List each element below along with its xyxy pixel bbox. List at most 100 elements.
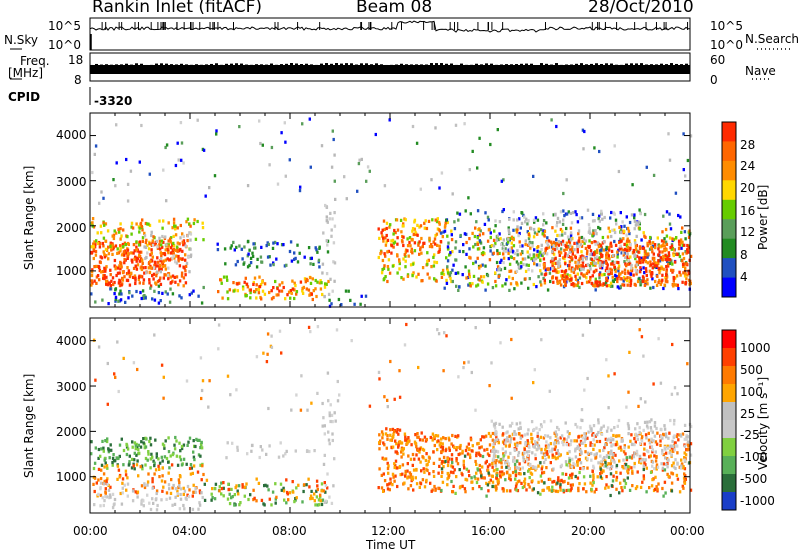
power-cell (577, 281, 580, 285)
velocity-cell (570, 486, 573, 490)
velocity-cell (264, 483, 267, 487)
velocity-cell (496, 467, 499, 472)
power-cell (512, 218, 515, 222)
power-cell (151, 243, 155, 247)
velocity-cell (585, 490, 588, 494)
power-cell (425, 226, 429, 231)
power-cell (664, 240, 668, 244)
power-cell (537, 245, 540, 249)
velocity-cell (128, 460, 131, 464)
power-cell (168, 237, 172, 241)
velocity-cell (614, 453, 617, 457)
velocity-cell (536, 431, 539, 435)
velocity-cell (623, 446, 626, 450)
power-cell (666, 255, 669, 260)
power-cell (167, 221, 170, 225)
velocity-cell (566, 464, 570, 468)
power-cell (295, 292, 298, 296)
power-cell (570, 282, 573, 287)
freq-band-noise (295, 63, 298, 66)
power-cell (174, 248, 177, 252)
velocity-cell (190, 466, 193, 470)
velocity-cell (327, 430, 330, 434)
velocity-cell (149, 507, 153, 512)
power-cell (611, 275, 614, 279)
power-cell (276, 182, 280, 186)
power-cell (178, 242, 181, 246)
velocity-cell (141, 467, 144, 471)
power-cell (119, 289, 122, 293)
velocity-cell (515, 488, 518, 492)
power-colorbar-segment (722, 160, 736, 181)
power-cell (396, 236, 399, 240)
velocity-cell (483, 435, 486, 439)
power-cell (677, 287, 680, 291)
power-cell (569, 278, 572, 282)
velocity-cell (673, 448, 676, 452)
velocity-cell (434, 434, 437, 438)
velocity-cell (681, 432, 685, 436)
power-cell (549, 279, 552, 284)
power-cell (268, 163, 271, 167)
power-cell (265, 244, 268, 248)
power-cell (93, 152, 96, 156)
power-cell (172, 254, 176, 258)
velocity-cell (469, 438, 473, 442)
power-cell (280, 131, 283, 135)
velocity-cell (378, 441, 381, 445)
velocity-cell (582, 475, 586, 479)
velocity-cell (559, 436, 562, 440)
power-cell (113, 258, 117, 263)
velocity-cell (324, 484, 328, 488)
velocity-cell (322, 489, 325, 493)
velocity-cell (316, 503, 319, 507)
velocity-cell (450, 479, 453, 484)
velocity-cell (155, 452, 158, 456)
velocity-cell (429, 435, 432, 440)
velocity-cell (653, 487, 657, 491)
velocity-cell (330, 413, 334, 417)
velocity-cell (493, 426, 497, 430)
velocity-cell (412, 488, 415, 492)
velocity-cell (654, 475, 657, 479)
freq-band-noise (190, 64, 193, 67)
power-cell (564, 269, 568, 273)
power-cell (94, 300, 97, 304)
velocity-cell (549, 461, 552, 465)
power-cell (558, 264, 562, 268)
velocity-cell (575, 439, 579, 443)
power-cell (417, 272, 420, 276)
power-cell (196, 219, 199, 224)
power-cell (639, 283, 642, 287)
power-cell (542, 263, 546, 267)
velocity-cell (386, 437, 389, 441)
xtick-1: 04:00 (172, 524, 207, 538)
power-cell (301, 286, 304, 291)
power-cell (598, 149, 601, 154)
velocity-cell (151, 455, 154, 459)
power-cell (386, 265, 390, 269)
power-cell (625, 239, 629, 243)
power-cell (471, 149, 474, 153)
velocity-cell (504, 438, 508, 442)
power-cell (582, 237, 586, 241)
power-cell (563, 231, 567, 235)
power-cell (413, 249, 417, 253)
velocity-cell (516, 443, 519, 447)
power-cell (551, 247, 555, 251)
power-cell (160, 254, 163, 258)
velocity-cell (151, 480, 154, 484)
velocity-cell (556, 481, 559, 485)
power-cell (594, 263, 597, 267)
power-cell (506, 240, 510, 244)
velocity-cell (160, 455, 163, 459)
power-cell (610, 271, 613, 275)
power-cell (625, 249, 628, 253)
velocity-cell (110, 448, 113, 452)
power-cell (243, 280, 246, 284)
velocity-cell (599, 454, 602, 458)
power-cell (174, 224, 177, 228)
power-cell (637, 222, 640, 226)
power-cell (146, 243, 149, 247)
velocity-cell (191, 471, 194, 475)
